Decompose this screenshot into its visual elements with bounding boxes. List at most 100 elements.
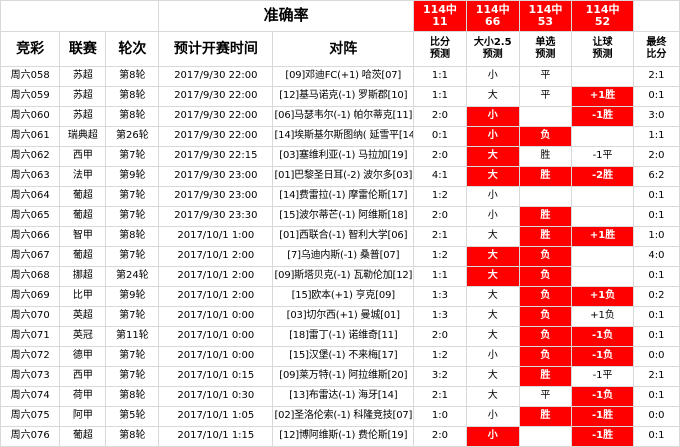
cell-over-under-prediction: 大 <box>465 86 520 107</box>
header-blank <box>0 0 160 32</box>
cell-handicap-prediction: +1胜 <box>571 226 634 247</box>
table-row: 周六075 阿甲 第5轮 2017/10/1 1:05 [02]圣洛伦索(-1) 科隆竞… <box>0 406 680 427</box>
column-header-4: 对阵 <box>272 31 415 67</box>
cell-single-prediction: 胜 <box>518 406 573 427</box>
cell-match-id: 周六066 <box>0 226 61 247</box>
cell-final-score: 2:0 <box>632 146 680 167</box>
cell-single-prediction: 胜 <box>518 206 573 227</box>
hit-rate-badge-4: 114中 52 <box>571 0 634 32</box>
cell-matchup: [09]斯塔贝克(-1) 瓦勒伦加[12] <box>272 266 415 287</box>
hit-rate-count: 53 <box>537 15 554 28</box>
cell-round: 第7轮 <box>105 246 160 267</box>
cell-handicap-prediction: -1胜 <box>571 406 634 427</box>
cell-score-prediction: 1:2 <box>413 246 467 267</box>
cell-score-prediction: 2:0 <box>413 326 467 347</box>
cell-score-prediction: 1:1 <box>413 86 467 107</box>
hit-rate-total: 114中 <box>528 3 563 17</box>
cell-final-score: 0:1 <box>632 386 680 407</box>
cell-match-id: 周六075 <box>0 406 61 427</box>
cell-score-prediction: 1:3 <box>413 306 467 327</box>
column-header-label: 预计开赛时间 <box>173 40 258 57</box>
cell-score-prediction: 1:1 <box>413 66 467 87</box>
cell-match-id: 周六058 <box>0 66 61 87</box>
cell-single-prediction: 平 <box>518 86 573 107</box>
cell-matchup: [15]波尔蒂芒(-1) 阿维斯[18] <box>272 206 415 227</box>
cell-league: 法甲 <box>59 166 107 187</box>
cell-over-under-prediction: 大 <box>465 146 520 167</box>
cell-single-prediction: 负 <box>518 266 573 287</box>
cell-matchup: [09]莱万特(-1) 阿拉维斯[20] <box>272 366 415 387</box>
cell-league: 苏超 <box>59 86 107 107</box>
column-header-2: 轮次 <box>105 31 160 67</box>
hit-rate-count: 52 <box>594 15 611 28</box>
cell-score-prediction: 2:1 <box>413 386 467 407</box>
table-row: 周六067 葡超 第7轮 2017/10/1 2:00 [7]乌迪内斯(-1) 桑普[0… <box>0 246 680 267</box>
cell-handicap-prediction: -1平 <box>571 366 634 387</box>
cell-over-under-prediction: 小 <box>465 106 520 127</box>
cell-final-score: 6:2 <box>632 166 680 187</box>
hit-rate-count: 11 <box>432 15 448 28</box>
cell-handicap-prediction: -1胜 <box>571 426 634 447</box>
cell-league: 葡超 <box>59 206 107 227</box>
cell-round: 第5轮 <box>105 406 160 427</box>
cell-league: 英冠 <box>59 326 107 347</box>
table-row: 周六066 智甲 第8轮 2017/10/1 1:00 [01]西联合(-1) 智利大学… <box>0 226 680 247</box>
column-header-line1: 单选 <box>535 37 556 48</box>
cell-round: 第9轮 <box>105 166 160 187</box>
cell-score-prediction: 2:0 <box>413 106 467 127</box>
column-header-7: 单选 预测 <box>518 31 573 67</box>
cell-league: 葡超 <box>59 426 107 447</box>
cell-single-prediction: 胜 <box>518 146 573 167</box>
cell-matchup: [12]博阿维斯(-1) 费伦斯[19] <box>272 426 415 447</box>
cell-match-id: 周六069 <box>0 286 61 307</box>
column-header-label: 竞彩 <box>16 40 45 57</box>
cell-kickoff-time: 2017/10/1 2:00 <box>158 266 274 287</box>
cell-final-score: 0:1 <box>632 206 680 227</box>
cell-round: 第7轮 <box>105 346 160 367</box>
table-row: 周六058 苏超 第8轮 2017/9/30 22:00 [09]邓迪FC(+1) 哈茨… <box>0 66 680 87</box>
cell-final-score: 0:1 <box>632 426 680 447</box>
cell-kickoff-time: 2017/10/1 0:15 <box>158 366 274 387</box>
cell-score-prediction: 2:1 <box>413 226 467 247</box>
cell-handicap-prediction: -1平 <box>571 146 634 167</box>
table-row: 周六063 法甲 第9轮 2017/9/30 23:00 [01]巴黎圣日耳(-2) 波… <box>0 166 680 187</box>
cell-over-under-prediction: 小 <box>465 186 520 207</box>
table-row: 周六068 挪超 第24轮 2017/10/1 2:00 [09]斯塔贝克(-1) 瓦勒… <box>0 266 680 287</box>
table-row: 周六074 荷甲 第8轮 2017/10/1 0:30 [13]布雷达(-1) 海牙[1… <box>0 386 680 407</box>
cell-match-id: 周六064 <box>0 186 61 207</box>
cell-score-prediction: 3:2 <box>413 366 467 387</box>
cell-round: 第11轮 <box>105 326 160 347</box>
cell-league: 西甲 <box>59 366 107 387</box>
cell-over-under-prediction: 大 <box>465 246 520 267</box>
cell-over-under-prediction: 小 <box>465 126 520 147</box>
cell-match-id: 周六059 <box>0 86 61 107</box>
cell-handicap-prediction: +1负 <box>571 306 634 327</box>
cell-round: 第8轮 <box>105 426 160 447</box>
cell-over-under-prediction: 大 <box>465 226 520 247</box>
cell-match-id: 周六061 <box>0 126 61 147</box>
cell-round: 第24轮 <box>105 266 160 287</box>
hit-rate-badge-2: 114中 66 <box>465 0 520 32</box>
cell-kickoff-time: 2017/9/30 23:30 <box>158 206 274 227</box>
cell-over-under-prediction: 大 <box>465 366 520 387</box>
cell-kickoff-time: 2017/10/1 0:00 <box>158 306 274 327</box>
cell-final-score: 0:0 <box>632 406 680 427</box>
cell-final-score: 4:0 <box>632 246 680 267</box>
cell-handicap-prediction <box>571 246 634 267</box>
cell-kickoff-time: 2017/9/30 22:15 <box>158 146 274 167</box>
table-row: 周六071 英冠 第11轮 2017/10/1 0:00 [18]雷丁(-1) 诺维奇[… <box>0 326 680 347</box>
cell-single-prediction: 负 <box>518 346 573 367</box>
cell-over-under-prediction: 大 <box>465 386 520 407</box>
cell-kickoff-time: 2017/10/1 2:00 <box>158 246 274 267</box>
cell-score-prediction: 2:0 <box>413 146 467 167</box>
table-row: 周六064 葡超 第7轮 2017/9/30 23:00 [14]费雷拉(-1) 摩雷伦… <box>0 186 680 207</box>
cell-match-id: 周六067 <box>0 246 61 267</box>
hit-rate-count: 66 <box>485 15 501 28</box>
table-row: 周六069 比甲 第9轮 2017/10/1 2:00 [15]欧本(+1) 亨克[09… <box>0 286 680 307</box>
cell-matchup: [18]雷丁(-1) 诺维奇[11] <box>272 326 415 347</box>
cell-score-prediction: 1:2 <box>413 186 467 207</box>
column-header-3: 预计开赛时间 <box>158 31 274 67</box>
cell-single-prediction: 负 <box>518 286 573 307</box>
table-row: 周六073 西甲 第7轮 2017/10/1 0:15 [09]莱万特(-1) 阿拉维斯… <box>0 366 680 387</box>
cell-final-score: 2:1 <box>632 66 680 87</box>
